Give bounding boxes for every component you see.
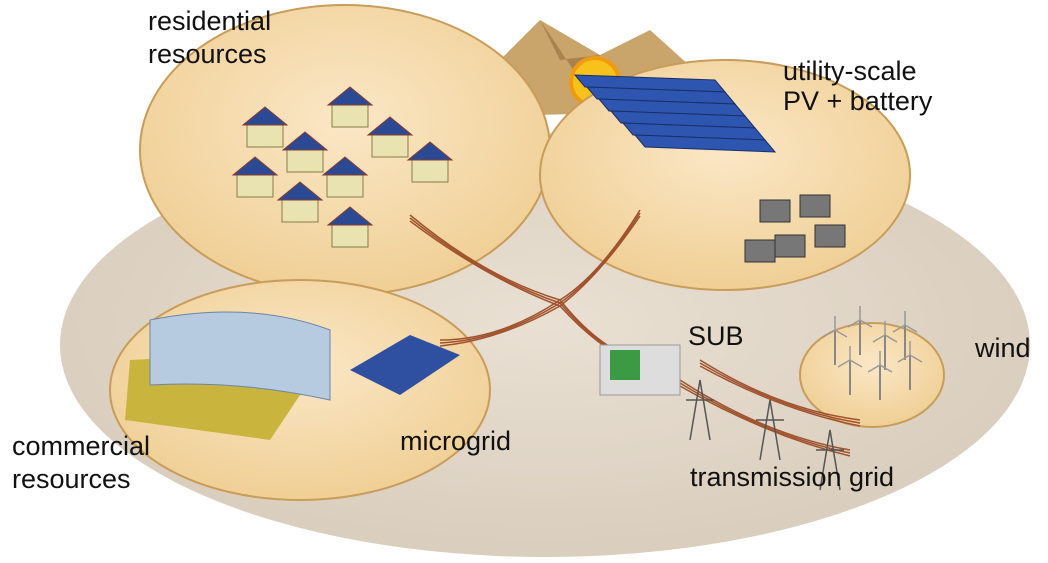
- power-line: [559, 212, 641, 304]
- label-line: resources: [148, 39, 267, 69]
- carport-solar: [350, 335, 460, 395]
- house-roof: [406, 141, 454, 161]
- label-wind: wind: [974, 333, 1031, 363]
- house-roof: [321, 156, 369, 176]
- power-line: [679, 379, 851, 451]
- battery: [799, 194, 831, 218]
- turbine-blades: [837, 346, 863, 368]
- house: [286, 149, 324, 173]
- battery: [814, 224, 846, 248]
- turbine-blades: [897, 341, 923, 363]
- power-line: [439, 299, 561, 341]
- house: [411, 159, 449, 183]
- tower: [816, 429, 844, 491]
- house: [371, 134, 409, 158]
- house-roof: [276, 181, 324, 201]
- label-line: commercial: [12, 431, 150, 461]
- turbine-blades: [872, 321, 898, 343]
- label-line: residential: [148, 6, 271, 36]
- house: [326, 174, 364, 198]
- power-line: [699, 359, 861, 421]
- power-line: [409, 214, 561, 301]
- tower: [756, 399, 784, 461]
- house: [331, 224, 369, 248]
- turbine-blades: [847, 306, 873, 328]
- label-residential: residential resources: [148, 6, 271, 69]
- power-line: [699, 365, 861, 427]
- house-roof: [281, 131, 329, 151]
- house-roof: [366, 116, 414, 136]
- label-transmission: transmission grid: [690, 462, 894, 492]
- label-utility: utility-scale PV + battery: [783, 56, 933, 116]
- solar-row: [633, 134, 777, 153]
- turbine-blades: [892, 311, 918, 333]
- power-line: [699, 362, 861, 424]
- decorations: [231, 74, 923, 491]
- battery: [744, 239, 776, 263]
- battery: [759, 199, 791, 223]
- power-line: [409, 220, 561, 307]
- label-line: resources: [12, 464, 131, 494]
- turbine-blades: [822, 316, 848, 338]
- power-line: [559, 215, 641, 307]
- house-roof: [241, 106, 289, 126]
- turbine-blades: [867, 351, 893, 373]
- house: [236, 174, 274, 198]
- battery: [774, 234, 806, 258]
- house: [246, 124, 284, 148]
- label-line: PV + battery: [783, 86, 933, 116]
- house: [281, 199, 319, 223]
- label-commercial: commercial resources: [12, 431, 150, 494]
- label-sub: SUB: [688, 321, 744, 351]
- power-line: [439, 305, 561, 347]
- commercial-building: [149, 311, 331, 401]
- tower: [686, 379, 714, 441]
- power-line: [439, 302, 561, 344]
- house: [331, 104, 369, 128]
- label-microgrid: microgrid: [400, 426, 511, 456]
- power-line: [409, 217, 561, 304]
- substation-transformer: [610, 350, 640, 380]
- house-roof: [326, 86, 374, 106]
- power-line: [559, 209, 641, 301]
- wind-disk: [799, 322, 945, 428]
- house-roof: [231, 156, 279, 176]
- house-roof: [326, 206, 374, 226]
- label-line: utility-scale: [783, 56, 917, 86]
